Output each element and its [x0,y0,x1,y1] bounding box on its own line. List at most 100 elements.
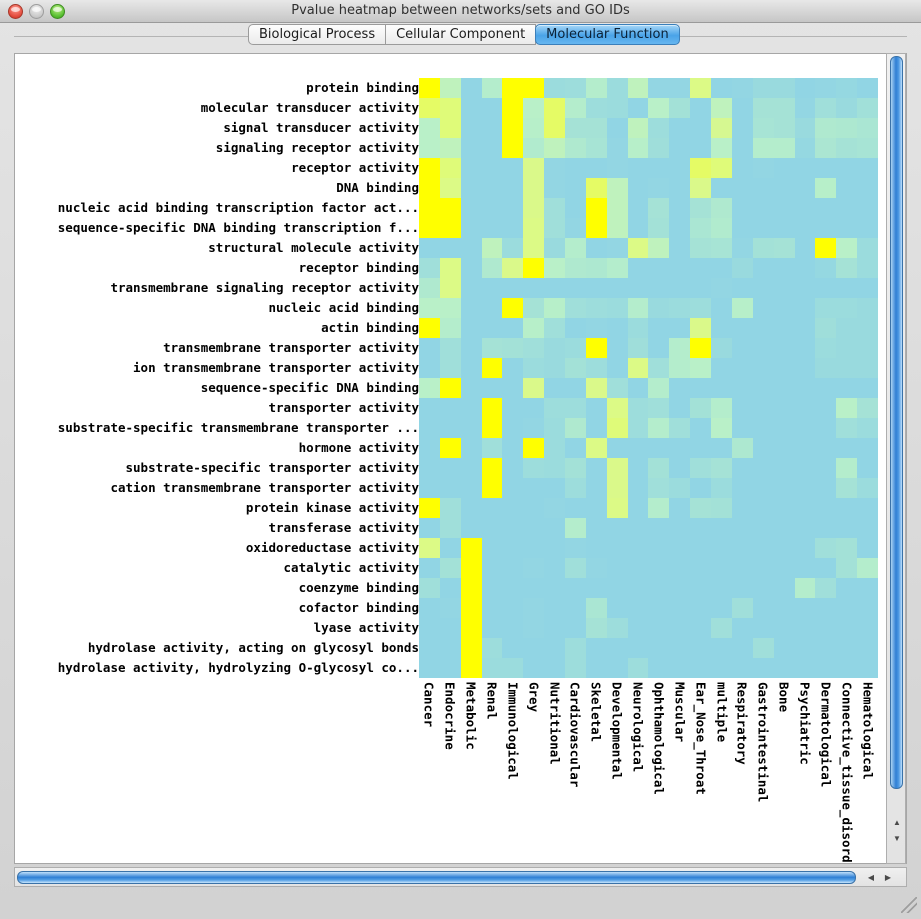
heatmap-cell [627,158,649,178]
heatmap-cell [502,598,524,618]
heatmap-cell [773,578,795,598]
close-button[interactable] [8,4,23,19]
heatmap-cell [627,178,649,198]
heatmap-cell [711,518,732,538]
heatmap-cell [857,218,878,238]
column-label-text: multiple [714,682,730,743]
minimize-button[interactable] [29,4,44,19]
heatmap-cell [460,218,482,238]
heatmap-cell [836,138,858,158]
heatmap-cell [502,318,524,338]
column-label: Developmental [607,678,628,858]
heatmap-plot: protein binding molecular transducer acti… [15,54,886,863]
heatmap-cell [481,658,503,678]
heatmap-cell [585,278,607,298]
column-label-text: Hematological [860,682,876,780]
heatmap-cell [481,318,503,338]
heatmap-cell [544,458,566,478]
heatmap-cell [690,498,712,518]
heatmap-cell [585,558,607,578]
tab-molecular-function[interactable]: Molecular Function [535,24,680,45]
heatmap-cell [523,438,545,458]
heatmap-cell [836,538,858,558]
heatmap-cell [815,238,837,258]
heatmap-cell [523,358,545,378]
zoom-button[interactable] [50,4,65,19]
heatmap-cell [648,638,670,658]
heatmap-cell [752,178,774,198]
heatmap-cell [627,378,649,398]
horizontal-scrollbar[interactable]: ◀ ▶ [14,867,907,887]
scroll-up-arrow-icon[interactable]: ▲ [893,818,901,827]
tab-cellular-component[interactable]: Cellular Component [386,24,537,45]
window-title: Pvalue heatmap between networks/sets and… [291,3,630,18]
resize-grip-icon[interactable] [901,897,917,913]
heatmap-cell [585,538,607,558]
horizontal-scrollbar-thumb[interactable] [17,871,856,884]
heatmap-cell [773,658,795,678]
heatmap-cell [481,578,503,598]
heatmap-cell [502,78,524,98]
heatmap-cell [585,338,607,358]
heatmap-cell [857,358,878,378]
heatmap-cell [836,178,858,198]
heatmap-cell [419,518,440,538]
heatmap-cell [857,198,878,218]
heatmap-cell [481,438,503,458]
heatmap-cell [523,558,545,578]
heatmap-cell [481,458,503,478]
heatmap-cell [523,398,545,418]
vertical-scrollbar-thumb[interactable] [890,56,903,789]
column-label-text: Cardiovascular [567,682,583,788]
heatmap-cell [815,218,837,238]
row-label: transferase activity [268,520,419,535]
heatmap-cell [419,378,440,398]
row-label: substrate-specific transmembrane transpo… [57,420,419,435]
heatmap-cell [669,198,691,218]
heatmap-cell [836,598,858,618]
heatmap-cell [565,498,586,518]
heatmap-cell [544,158,566,178]
heatmap-cell [815,98,837,118]
heatmap-cell [794,298,816,318]
heatmap-cell [481,558,503,578]
heatmap-cell [836,478,858,498]
tab-list: Biological Process Cellular Component Mole… [248,24,680,45]
heatmap-cell [648,278,670,298]
tab-biological-process[interactable]: Biological Process [248,24,387,45]
heatmap-cell [857,438,878,458]
heatmap-cell [773,258,795,278]
heatmap-cell [565,138,586,158]
heatmap-cell [690,338,712,358]
row-label: cofactor binding [298,600,419,615]
heatmap-cell [544,558,566,578]
heatmap-cell [648,358,670,378]
heatmap-cell [752,538,774,558]
heatmap-cell [523,238,545,258]
heatmap-cell [606,198,628,218]
heatmap-cell [439,158,461,178]
heatmap-cell [523,138,545,158]
heatmap-cell [648,418,670,438]
heatmap-cell [502,238,524,258]
vertical-scrollbar[interactable]: ▲ ▼ [886,53,906,864]
heatmap-cell [752,358,774,378]
heatmap-cell [523,638,545,658]
heatmap-cell [669,538,691,558]
scroll-left-arrow-icon[interactable]: ◀ [867,873,875,882]
heatmap-cell [857,378,878,398]
scroll-down-arrow-icon[interactable]: ▼ [893,834,901,843]
heatmap-cell [460,318,482,338]
heatmap-cell [544,598,566,618]
heatmap-cell [627,78,649,98]
heatmap-cell [752,158,774,178]
heatmap-cell [544,258,566,278]
heatmap-cell [502,178,524,198]
heatmap-cell [773,458,795,478]
heatmap-cell [836,258,858,278]
heatmap-cell [606,618,628,638]
scroll-right-arrow-icon[interactable]: ▶ [884,873,892,882]
heatmap-cell [606,578,628,598]
row-label: nucleic acid binding transcription facto… [57,200,419,215]
